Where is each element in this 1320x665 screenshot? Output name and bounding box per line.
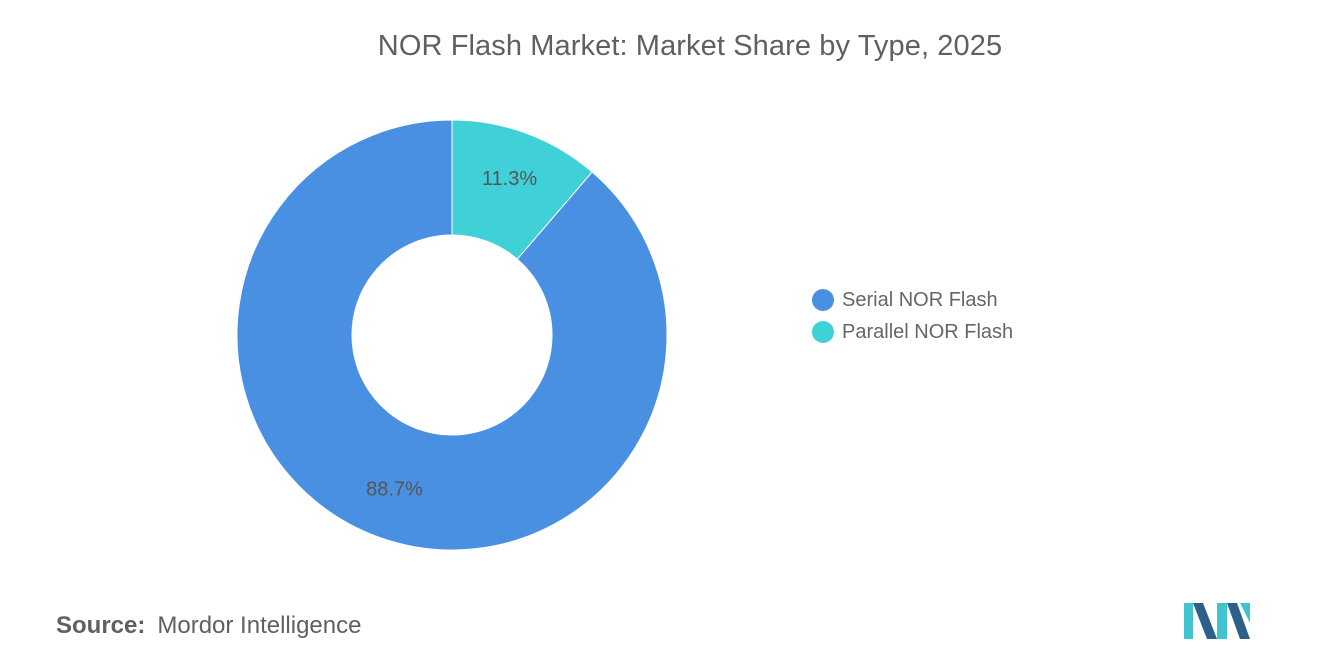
slice-label-serial-nor-flash: 88.7%: [366, 478, 423, 500]
source-text: Mordor Intelligence: [157, 612, 362, 639]
source-label: Source:: [56, 612, 146, 639]
source-note: Source: Mordor Intelligence: [56, 612, 361, 640]
legend-swatch-parallel-nor-flash: [812, 321, 834, 343]
legend-item-parallel-nor-flash[interactable]: Parallel NOR Flash: [812, 316, 1013, 348]
slice-label-parallel-nor-flash: 11.3%: [482, 168, 537, 190]
slice-serial-nor-flash[interactable]: [236, 119, 668, 551]
slice-parallel-nor-flash[interactable]: [451, 119, 593, 260]
chart-title: NOR Flash Market: Market Share by Type, …: [377, 30, 1003, 62]
legend-swatch-serial-nor-flash: [812, 289, 834, 311]
legend-item-serial-nor-flash[interactable]: Serial NOR Flash: [812, 284, 1013, 316]
legend-label-serial-nor-flash: Serial NOR Flash: [842, 288, 998, 311]
legend: Serial NOR Flash Parallel NOR Flash: [812, 284, 1013, 348]
mordor-intelligence-logo-icon: [1184, 603, 1250, 639]
legend-label-parallel-nor-flash: Parallel NOR Flash: [842, 320, 1014, 343]
